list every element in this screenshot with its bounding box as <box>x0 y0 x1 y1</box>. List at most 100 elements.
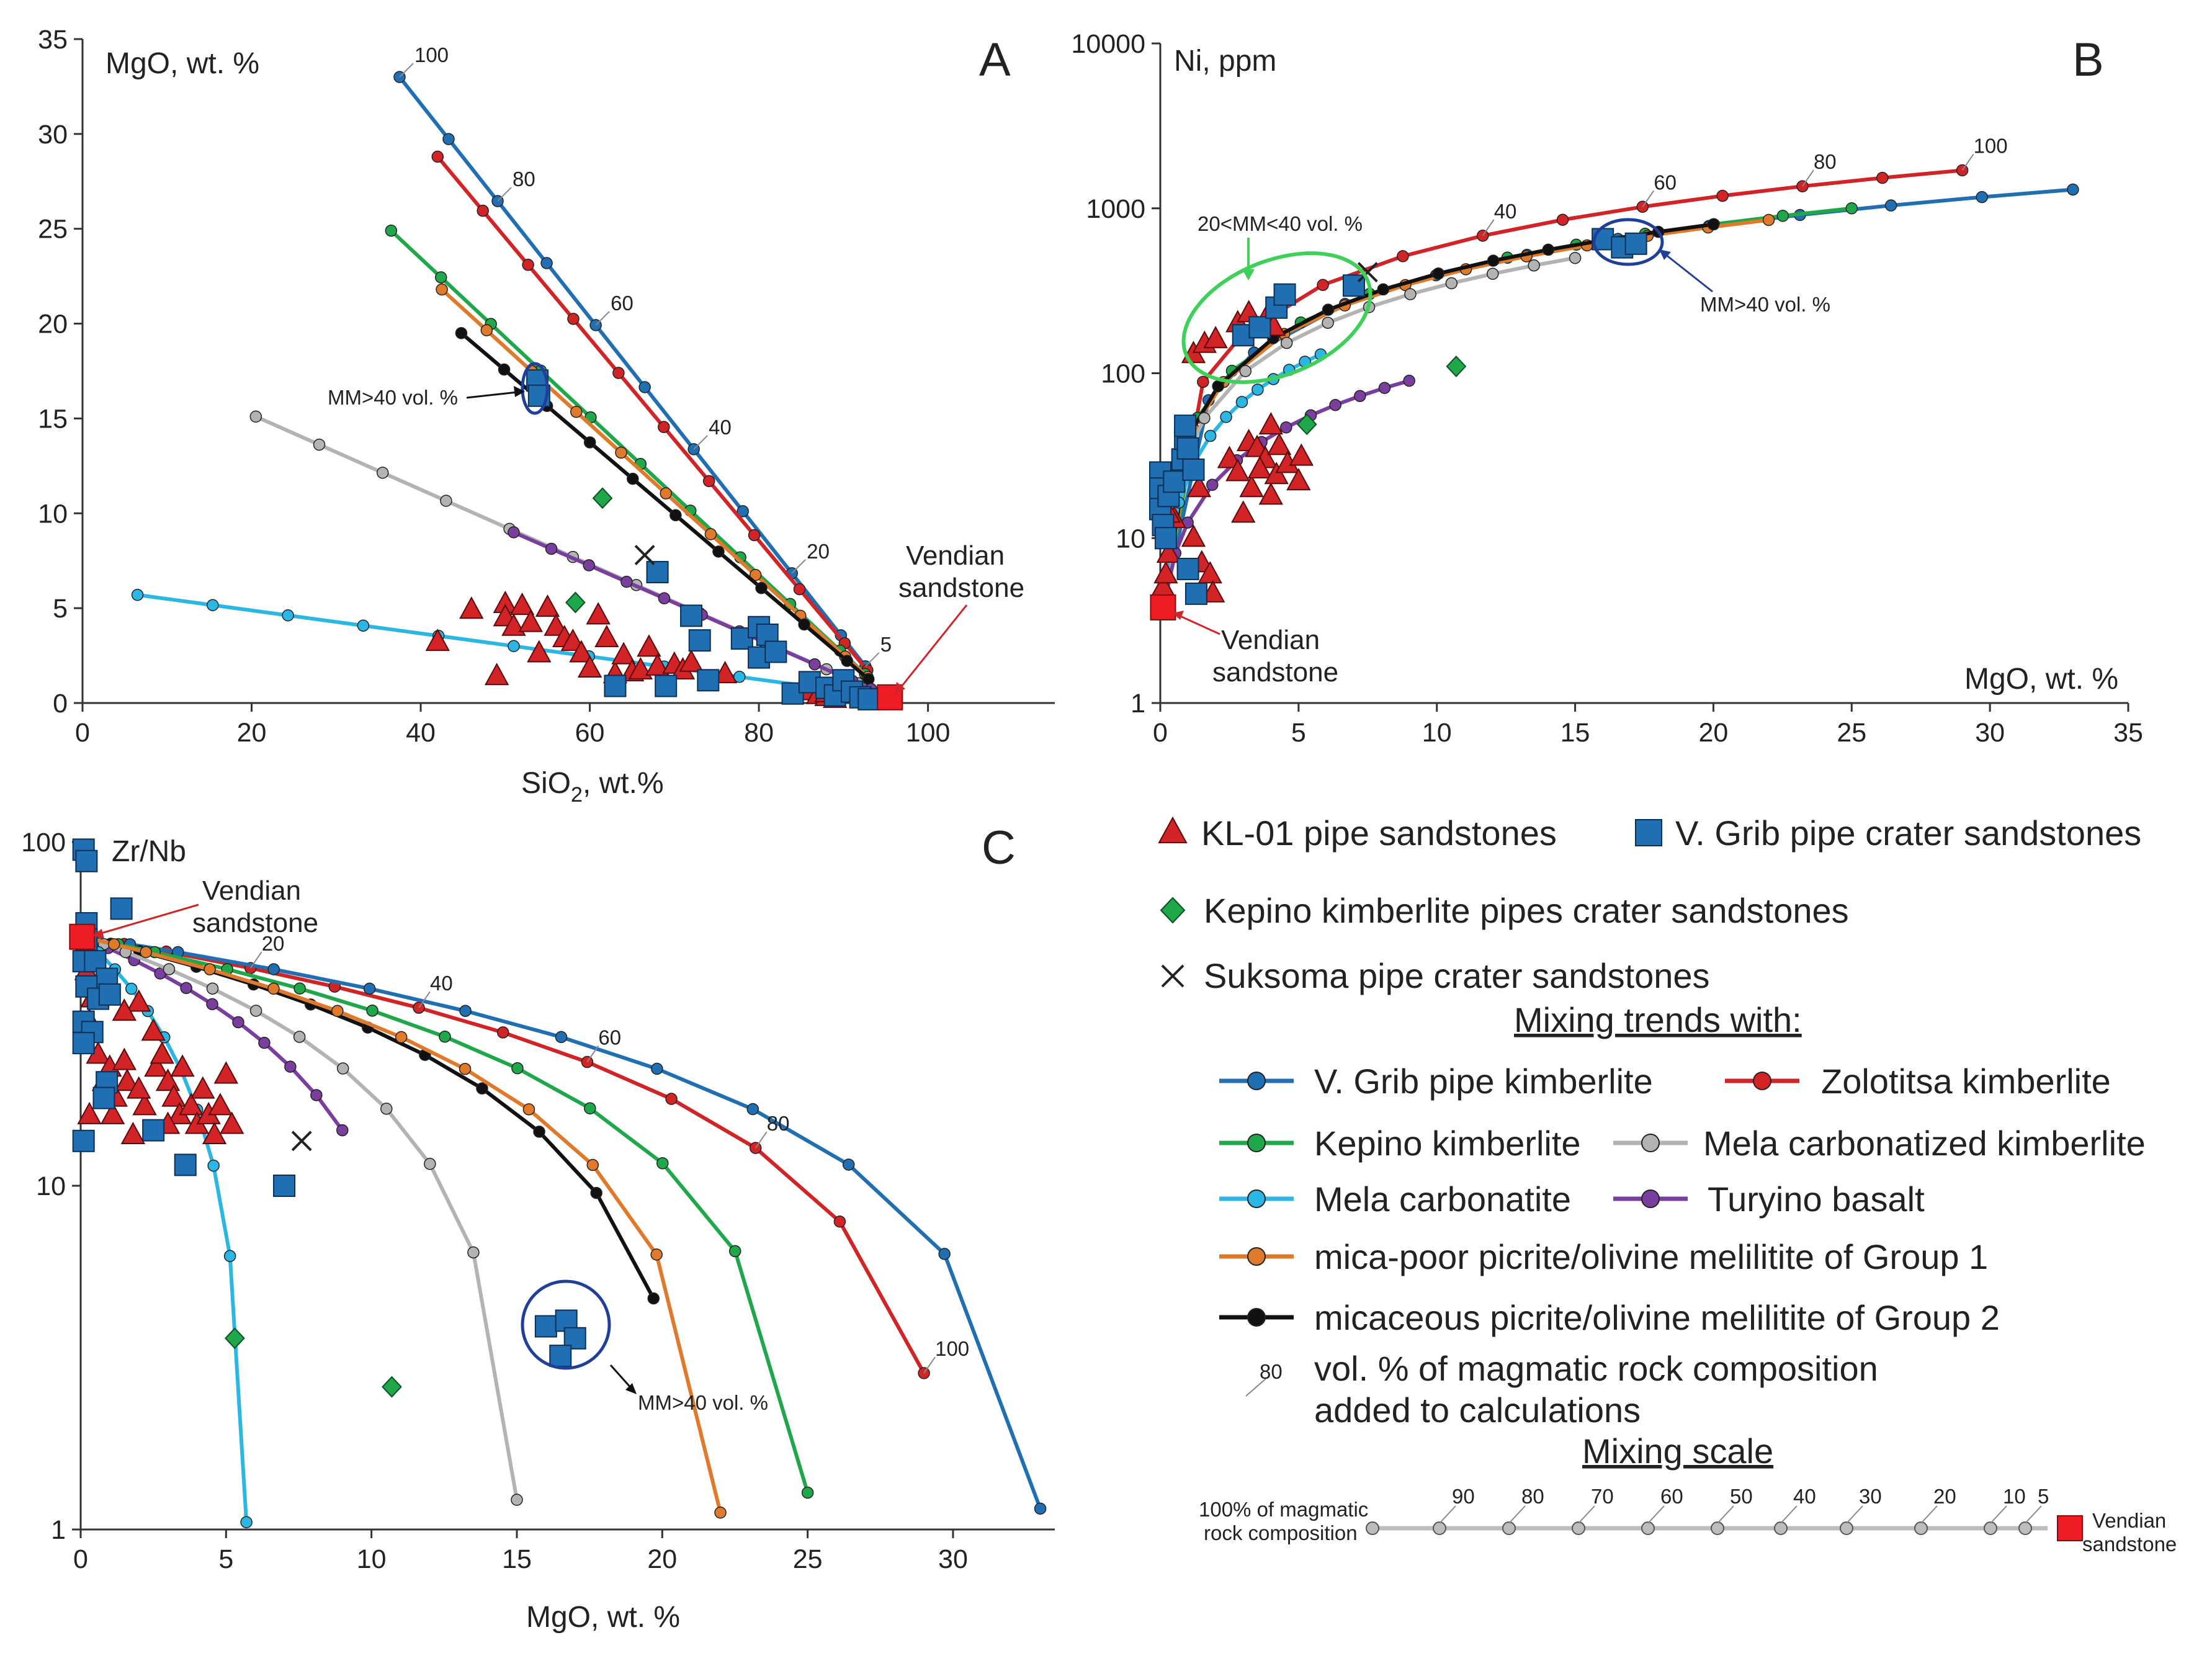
x-tick-label: 35 <box>2113 718 2143 748</box>
mela-carbonatite-line <box>81 935 249 1523</box>
mela-carbonatite-node <box>1220 411 1232 423</box>
percent-label: 5 <box>880 633 892 656</box>
legend-pct-text-line2: added to calculations <box>1314 1391 1641 1430</box>
mixing-scale-leader <box>1990 1505 2007 1524</box>
suksoma-pipe-crater-sandstones-point <box>1357 262 1378 283</box>
v-grib-pipe-kimberlite-node <box>638 381 651 393</box>
v-grib-pipe-crater-sandstones-point <box>110 897 133 920</box>
mixing-scale-label: 60 <box>1660 1485 1683 1508</box>
v-grib-pipe-kimberlite-node <box>1034 1502 1047 1515</box>
v-grib-pipe-crater-sandstones-point <box>1343 274 1365 297</box>
zolotitsa-kimberlite-node <box>793 583 806 596</box>
mela-carbonatized-kimberlite-node <box>467 1246 480 1259</box>
percent-leader <box>418 991 431 1008</box>
kl-01-pipe-sandstones-point <box>150 1041 174 1064</box>
mixing-scale-node <box>1572 1521 1585 1535</box>
kl-01-pipe-sandstones-point <box>509 592 535 616</box>
kl-01-pipe-sandstones-point <box>220 1111 244 1134</box>
legend-line-node <box>1753 1072 1771 1090</box>
mixing-scale-leader <box>1780 1505 1798 1524</box>
micaceous-picrite-olivine-melilitite-of-group-2-node <box>798 618 810 631</box>
percent-label: 20 <box>262 932 285 955</box>
mixing-scale-leader <box>1578 1505 1595 1524</box>
v-grib-pipe-crater-sandstones-point <box>764 640 787 663</box>
mela-carbonatized-kimberlite-node <box>336 1062 349 1075</box>
v-grib-pipe-kimberlite-node <box>938 1248 951 1260</box>
kl-01-pipe-sandstones-point <box>120 1121 146 1145</box>
v-grib-pipe-crater-sandstones-point <box>1624 232 1647 255</box>
kepino-kimberlite-node <box>584 1102 596 1114</box>
mela-carbonatized-kimberlite-node <box>1198 412 1211 424</box>
mixing-scale-left-line2: rock composition <box>1204 1521 1358 1544</box>
mm-arrow <box>1665 253 1713 293</box>
y-tick-label: 25 <box>38 215 68 244</box>
v-grib-pipe-crater-sandstones-point <box>534 1315 557 1338</box>
kl-01-pipe-sandstones-point <box>100 1101 125 1124</box>
vendian-label-line1: Vendian <box>906 540 1005 571</box>
y-tick-label: 1 <box>1131 689 1145 719</box>
turyino-basalt-node <box>258 1036 271 1049</box>
legend-pct-text-line1: vol. % of magmatic rock composition <box>1314 1349 1878 1388</box>
mixing-scale-node <box>1711 1521 1724 1535</box>
kl-01-pipe-sandstones-point <box>1239 475 1264 498</box>
kl-01-pipe-sandstones-point <box>1266 432 1292 455</box>
v-grib-pipe-crater-sandstones-point <box>1163 470 1186 493</box>
v-grib-pipe-crater-sandstones-point <box>655 674 678 697</box>
legend-line-node <box>1247 1134 1266 1152</box>
mixing-scale-label: 5 <box>2038 1485 2049 1508</box>
kepino-kimberlite-pipes-crater-sandstones-point <box>1446 356 1467 377</box>
vendian-sandstone-end-member <box>1150 594 1176 620</box>
kl-01-pipe-sandstones-point <box>144 1054 169 1077</box>
percent-leader <box>595 311 610 326</box>
mela-carbonatized-kimberlite-node <box>313 438 326 451</box>
percent-label: 60 <box>1654 171 1677 194</box>
mm-arrow-head <box>1659 249 1671 260</box>
micaceous-picrite-olivine-melilitite-of-group-2-node <box>1432 267 1444 280</box>
green-annotation: 20<MM<40 vol. % <box>1198 212 1363 235</box>
x-axis-title-subscript: 2 <box>571 783 583 807</box>
percent-label: 80 <box>767 1112 790 1135</box>
mixing-scale-leader <box>1439 1505 1456 1524</box>
legend-line-node <box>1247 1072 1266 1090</box>
mela-carbonatite-node <box>1204 429 1217 442</box>
mica-poor-picrite-olivine-melilitite-of-group-1-node <box>749 568 762 581</box>
kl-01-pipe-sandstones-point <box>1181 524 1206 547</box>
kl-01-pipe-sandstones-point <box>628 656 653 680</box>
micaceous-picrite-olivine-melilitite-of-group-2-node <box>1487 254 1500 267</box>
v-grib-pipe-kimberlite-node <box>1976 190 1988 204</box>
kl-01-pipe-sandstones-point <box>594 624 619 648</box>
x-tick-label: 25 <box>1837 718 1866 748</box>
mica-poor-picrite-olivine-melilitite-of-group-1-node <box>267 982 280 995</box>
kepino-kimberlite-node <box>293 982 306 995</box>
mica-poor-picrite-olivine-melilitite-of-group-1-node <box>586 1158 599 1171</box>
kl-01-pipe-sandstones-point <box>1289 443 1314 466</box>
y-axis-title: MgO, wt. % <box>105 47 259 80</box>
kl-01-pipe-sandstones-point <box>127 1076 151 1099</box>
kl-01-pipe-sandstones-point <box>1258 412 1283 435</box>
micaceous-picrite-olivine-melilitite-of-group-2-node <box>476 1082 488 1095</box>
mela-carbonatite-node <box>508 640 520 653</box>
kepino-kimberlite-pipes-crater-sandstones-point <box>225 1327 245 1350</box>
mela-carbonatite-node <box>1235 396 1248 408</box>
mixing-scale-leader <box>1920 1505 1938 1524</box>
mixing-scale-label: 40 <box>1793 1485 1816 1508</box>
legend-line-node <box>1641 1134 1660 1152</box>
x-tick-label: 80 <box>744 718 774 748</box>
micaceous-picrite-olivine-melilitite-of-group-2-node <box>590 1186 602 1199</box>
panel-letter: A <box>979 34 1011 86</box>
turyino-basalt-node <box>310 1089 323 1101</box>
x-tick-label: 20 <box>237 718 267 748</box>
kl-01-pipe-sandstones-point <box>1286 468 1311 491</box>
mixing-scale-node <box>1366 1521 1379 1535</box>
mixing-scale-vendian-square <box>2057 1515 2083 1541</box>
legend: KL-01 pipe sandstones V. Grib pipe crate… <box>1158 813 2177 1556</box>
mela-carbonatized-kimberlite-node <box>1528 259 1540 272</box>
legend-label-vgrib-sandstones: V. Grib pipe crater sandstones <box>1675 813 2141 853</box>
mica-poor-picrite-olivine-melilitite-of-group-1-node <box>615 446 627 459</box>
legend-label-vgrib-kimberlite: V. Grib pipe kimberlite <box>1314 1062 1653 1101</box>
legend-label-mela-carbonatite: Mela carbonatite <box>1314 1180 1571 1219</box>
kl-01-pipe-sandstones-point <box>1225 459 1250 481</box>
mela-carbonatite-node <box>125 982 138 995</box>
